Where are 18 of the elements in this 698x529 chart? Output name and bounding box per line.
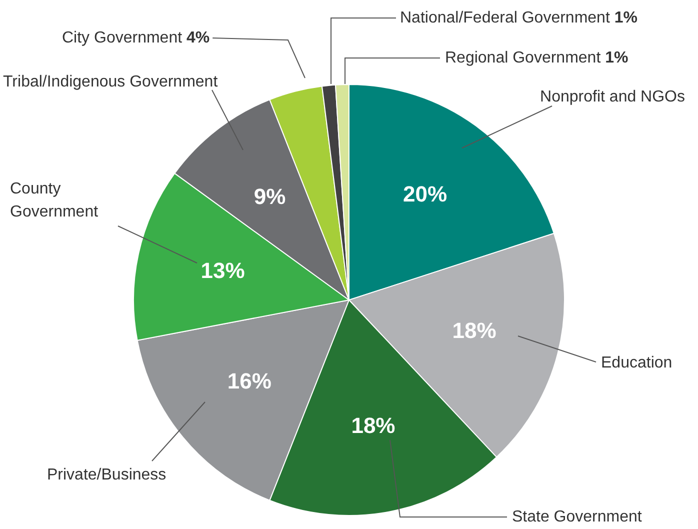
- slice-label: Tribal/Indigenous Government: [3, 73, 218, 90]
- slice-label: National/Federal Government: [400, 9, 614, 26]
- data-label: 13%: [200, 258, 245, 283]
- data-label: 16%: [227, 368, 272, 394]
- slice-label: City Government: [62, 29, 186, 46]
- slice-label: Private/Business: [47, 466, 166, 484]
- data-label: 1%: [614, 9, 638, 26]
- slice-label: County Government: [10, 180, 99, 220]
- slice-label: Nonprofit and NGOs: [540, 88, 685, 106]
- data-label: 18%: [351, 413, 396, 438]
- data-label: 1%: [605, 49, 628, 66]
- slice-label: Education: [601, 354, 672, 372]
- data-label: 4%: [186, 29, 210, 46]
- data-label: 9%: [254, 184, 286, 209]
- data-label: 20%: [402, 181, 448, 206]
- slice-label: Regional Government: [445, 49, 606, 66]
- data-label: 18%: [452, 318, 496, 344]
- slice-label: State Government: [512, 508, 642, 526]
